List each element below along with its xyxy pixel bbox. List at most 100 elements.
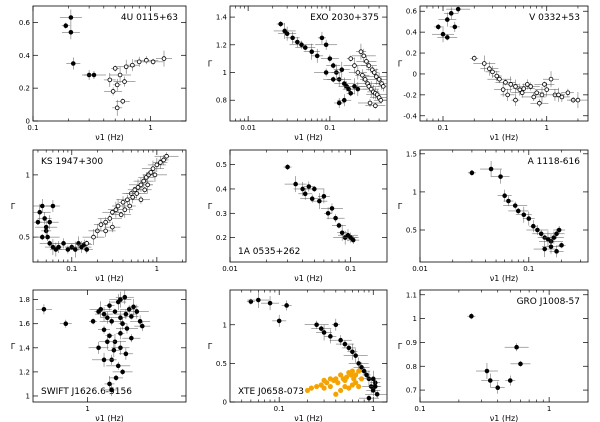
data-point-filled [336, 100, 342, 106]
y-axis-label: Γ [11, 342, 16, 351]
data-point-filled [333, 322, 339, 328]
data-point-filled [122, 294, 128, 300]
data-point-filled [118, 331, 123, 336]
data-point-filled [41, 306, 47, 312]
data-point-open [98, 222, 104, 227]
panel-3: 0.1 1 -0.4 -0.2 0 0.2 0.4 0.6 ν1 (Hz) Γ V 0332+53 [398, 5, 589, 142]
y-tick-label: 0.7 [406, 387, 417, 395]
data-point-orange [321, 377, 327, 383]
data-point-open [366, 63, 372, 68]
data-points [246, 292, 387, 402]
data-point-open [154, 162, 160, 168]
panel-2: 0.01 0.1 0.8 1 1.2 1.4 ν1 (Hz) Γ EXO 2030+375 [208, 5, 388, 142]
data-point-orange [349, 368, 355, 374]
data-point-filled [353, 353, 358, 358]
data-point-orange [327, 376, 333, 382]
data-point-open [490, 69, 495, 75]
data-point-filled [336, 223, 342, 228]
panel-title: EXO 2030+375 [310, 13, 379, 23]
data-point-open [118, 212, 124, 218]
data-points [467, 313, 531, 394]
y-tick-label: -0.4 [403, 112, 417, 120]
data-point-filled [488, 166, 494, 172]
y-tick-label: 1.2 [19, 368, 30, 376]
data-point-open [110, 209, 115, 215]
panel-1: 0.1 1 0 0.2 0.4 0.6 ν1 (Hz) 4U 0115+63 [19, 5, 187, 142]
data-point-open [117, 72, 123, 78]
data-point-open [152, 172, 158, 178]
data-point-filled [359, 364, 364, 370]
data-point-open [91, 234, 96, 240]
y-tick-label: 0.8 [406, 363, 417, 371]
data-point-filled [306, 184, 312, 189]
y-tick-label: 1.2 [216, 41, 227, 49]
data-point-open [380, 84, 386, 89]
data-point-open [497, 76, 502, 82]
data-point-filled [302, 191, 308, 197]
data-point-filled [45, 234, 50, 240]
data-point-open [145, 182, 150, 188]
data-point-filled [43, 224, 49, 230]
data-point-open [519, 90, 525, 96]
data-point-open [531, 94, 537, 100]
y-tick-label: 0.8 [216, 97, 227, 105]
data-point-filled [111, 347, 117, 353]
data-point-filled [113, 375, 119, 381]
data-point-open [539, 92, 545, 98]
data-point-filled [68, 15, 74, 20]
data-point-open [500, 87, 506, 92]
data-point-open [122, 207, 128, 213]
x-tick-label: 1 [85, 405, 89, 413]
data-point-filled [355, 86, 361, 92]
data-point-filled [293, 181, 298, 187]
data-point-filled [139, 323, 145, 329]
y-tick-label: 0 [223, 399, 227, 407]
data-point-filled [309, 196, 315, 201]
data-point-open [112, 66, 118, 71]
data-points [59, 9, 172, 116]
data-point-open [125, 197, 130, 203]
x-axis-label: ν1 (Hz) [95, 133, 124, 142]
data-point-filled [507, 378, 513, 383]
data-point-filled [327, 56, 333, 61]
data-point-orange [346, 385, 352, 391]
y-tick-label: 0.5 [216, 161, 227, 169]
data-point-filled [70, 61, 76, 66]
data-point-filled [333, 215, 338, 221]
data-point-open [544, 87, 550, 92]
data-point-open [110, 224, 115, 230]
data-point-filled [440, 31, 446, 37]
data-point-open [164, 153, 169, 159]
data-point-orange [338, 387, 344, 394]
data-point-orange [318, 382, 324, 388]
data-point-open [542, 82, 547, 87]
data-point-filled [559, 242, 564, 248]
data-point-orange [304, 387, 311, 394]
data-point-filled [112, 309, 118, 314]
x-tick-label: 0.1 [437, 124, 448, 132]
y-tick-label: 0.5 [406, 227, 417, 235]
data-point-filled [535, 227, 540, 233]
plot-frame [229, 289, 388, 403]
data-point-open [114, 82, 120, 88]
data-point-open [135, 185, 141, 190]
data-point-open [376, 77, 382, 82]
data-point-filled [512, 203, 518, 208]
y-axis-label: Γ [398, 202, 403, 211]
data-point-filled [126, 306, 132, 312]
data-point-filled [123, 311, 129, 317]
y-tick-label: 0 [26, 118, 30, 126]
data-point-filled [256, 297, 261, 303]
data-point-open [355, 70, 361, 75]
data-point-open [361, 53, 367, 59]
data-point-filled [502, 193, 507, 199]
data-point-filled [115, 363, 121, 369]
y-tick-label: 1 [26, 171, 30, 179]
data-point-open [471, 55, 477, 61]
data-point-filled [495, 385, 501, 391]
data-point-filled [318, 326, 324, 331]
data-point-open [136, 59, 142, 65]
data-point-filled [278, 21, 283, 27]
data-point-filled [329, 206, 335, 211]
data-point-open [556, 92, 561, 98]
